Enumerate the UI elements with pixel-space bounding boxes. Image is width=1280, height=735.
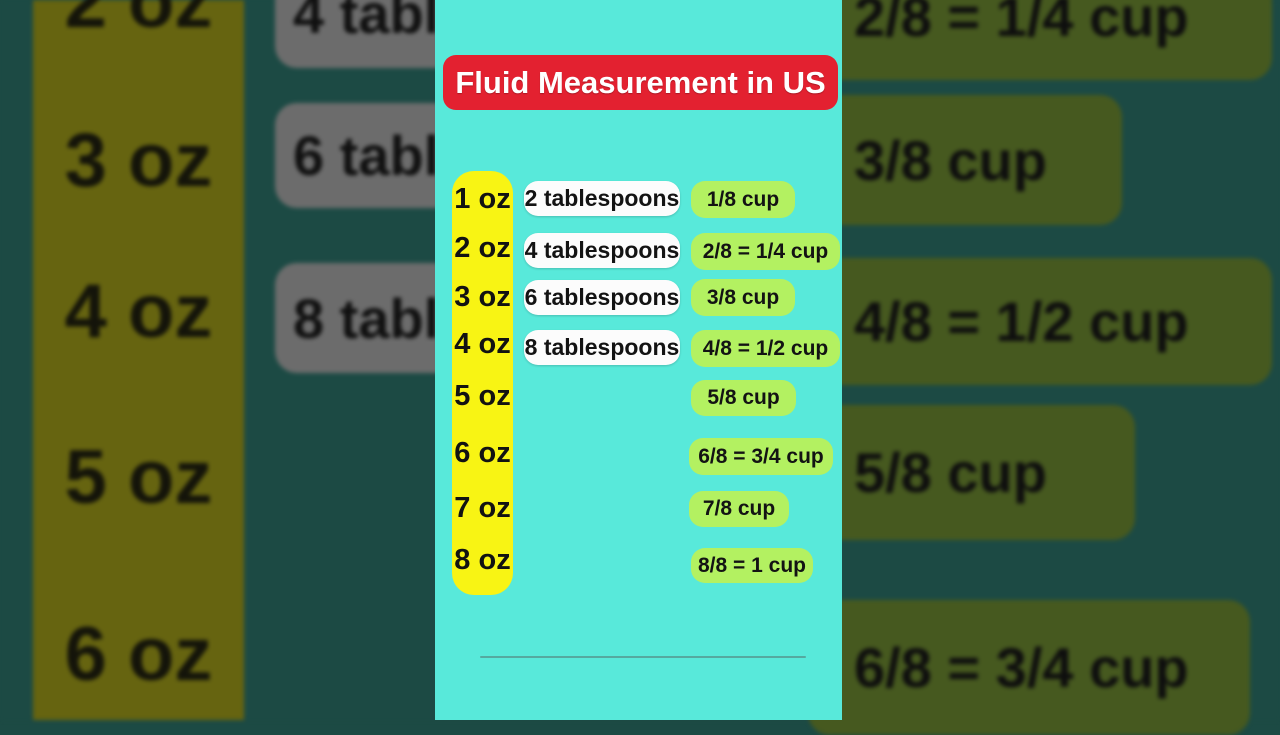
cup-pill: 7/8 cup (689, 491, 789, 527)
tablespoon-pill: 8 tablespoons (524, 330, 680, 365)
cup-pill: 3/8 cup (691, 279, 795, 316)
backdrop-oz-column (33, 0, 244, 720)
tablespoon-pill: 4 tablespoons (524, 233, 680, 268)
title-banner: Fluid Measurement in US (443, 55, 838, 110)
backdrop-cup-pill: 5/8 cup (808, 405, 1135, 540)
cup-pill: 6/8 = 3/4 cup (689, 438, 833, 475)
cup-pill: 8/8 = 1 cup (691, 548, 813, 583)
backdrop-cup-pill: 6/8 = 3/4 cup (808, 600, 1250, 735)
backdrop-cup-pill: 2/8 = 1/4 cup (808, 0, 1272, 80)
cup-pill: 1/8 cup (691, 181, 795, 218)
oz-cell: 6 oz (454, 437, 511, 469)
backdrop-oz-cell: 4 oz (64, 269, 213, 354)
oz-cell: 2 oz (454, 232, 511, 264)
oz-cell: 3 oz (454, 281, 511, 313)
divider-line (480, 656, 806, 658)
content-panel: Fluid Measurement in US 1 oz 2 oz 3 oz 4 oz… (435, 0, 842, 720)
backdrop-cup-pill: 4/8 = 1/2 cup (808, 258, 1272, 385)
cup-pill: 2/8 = 1/4 cup (691, 233, 840, 270)
oz-cell: 8 oz (454, 544, 511, 576)
backdrop-oz-cell: 2 oz (64, 0, 213, 44)
oz-cell: 7 oz (454, 492, 511, 524)
cup-pill: 5/8 cup (691, 380, 796, 416)
oz-cell: 5 oz (454, 380, 511, 412)
tablespoon-pill: 6 tablespoons (524, 280, 680, 315)
backdrop-oz-cell: 6 oz (64, 612, 213, 697)
oz-cell: 1 oz (454, 183, 511, 215)
backdrop-oz-cell: 5 oz (64, 435, 213, 520)
backdrop-oz-cell: 3 oz (64, 118, 213, 203)
page-title: Fluid Measurement in US (455, 64, 826, 100)
backdrop-cup-pill: 3/8 cup (808, 95, 1122, 225)
tablespoon-pill: 2 tablespoons (524, 181, 680, 216)
cup-pill: 4/8 = 1/2 cup (691, 330, 840, 367)
oz-cell: 4 oz (454, 328, 511, 360)
oz-column (452, 171, 513, 595)
